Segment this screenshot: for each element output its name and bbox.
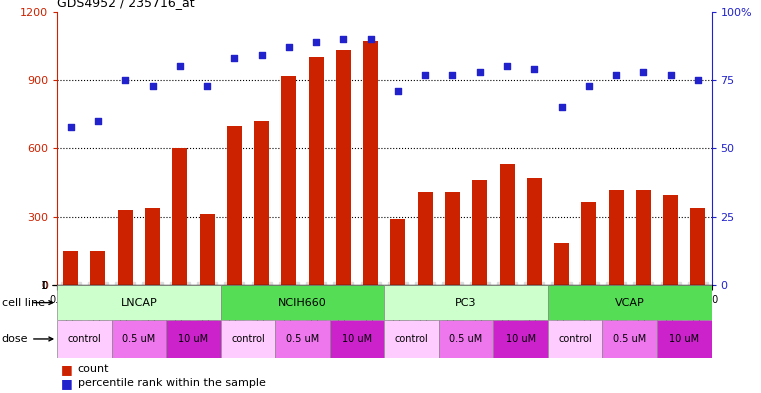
- Bar: [221, 285, 384, 320]
- Point: [637, 69, 649, 75]
- Bar: [603, 320, 657, 358]
- Point: [337, 36, 349, 42]
- Bar: [609, 191, 623, 285]
- Text: PC3: PC3: [455, 298, 477, 308]
- Text: VCAP: VCAP: [615, 298, 645, 308]
- Bar: [275, 320, 330, 358]
- Point: [528, 66, 540, 72]
- Bar: [581, 202, 597, 285]
- Bar: [63, 251, 78, 285]
- Point: [610, 72, 622, 78]
- Bar: [166, 320, 221, 358]
- Text: 10 uM: 10 uM: [178, 334, 209, 344]
- Bar: [663, 195, 678, 285]
- Point: [692, 77, 704, 83]
- Point: [174, 63, 186, 70]
- Text: 10 uM: 10 uM: [505, 334, 536, 344]
- Text: 10 uM: 10 uM: [669, 334, 699, 344]
- Text: LNCAP: LNCAP: [120, 298, 158, 308]
- Bar: [309, 57, 323, 285]
- Text: ■: ■: [61, 376, 72, 390]
- Text: 0.5 uM: 0.5 uM: [613, 334, 646, 344]
- Bar: [390, 219, 406, 285]
- Text: ■: ■: [61, 363, 72, 376]
- Text: 0.5 uM: 0.5 uM: [286, 334, 319, 344]
- Bar: [657, 320, 712, 358]
- Bar: [548, 285, 712, 320]
- Point: [419, 72, 431, 78]
- Text: control: control: [231, 334, 265, 344]
- Point: [556, 104, 568, 110]
- Point: [447, 72, 459, 78]
- Bar: [690, 208, 705, 285]
- Bar: [473, 180, 487, 285]
- Bar: [548, 320, 603, 358]
- Point: [392, 88, 404, 94]
- Bar: [418, 192, 433, 285]
- Bar: [254, 121, 269, 285]
- Bar: [118, 210, 132, 285]
- Bar: [91, 251, 106, 285]
- Point: [583, 83, 595, 89]
- Point: [283, 44, 295, 50]
- Point: [310, 39, 322, 45]
- Text: control: control: [395, 334, 428, 344]
- Point: [65, 123, 77, 130]
- Text: percentile rank within the sample: percentile rank within the sample: [78, 378, 266, 388]
- Bar: [112, 320, 166, 358]
- Point: [473, 69, 486, 75]
- Bar: [363, 41, 378, 285]
- Point: [365, 36, 377, 42]
- Text: NCIH660: NCIH660: [278, 298, 327, 308]
- Point: [664, 72, 677, 78]
- Bar: [336, 50, 351, 285]
- Bar: [384, 285, 548, 320]
- Text: count: count: [78, 364, 109, 375]
- Bar: [199, 214, 215, 285]
- Bar: [221, 320, 275, 358]
- Bar: [499, 164, 514, 285]
- Bar: [330, 320, 384, 358]
- Bar: [636, 191, 651, 285]
- Point: [256, 52, 268, 59]
- Bar: [282, 75, 296, 285]
- Point: [146, 83, 158, 89]
- Bar: [172, 148, 187, 285]
- Point: [501, 63, 513, 70]
- Text: control: control: [559, 334, 592, 344]
- Bar: [145, 208, 160, 285]
- Point: [201, 83, 213, 89]
- Bar: [439, 320, 493, 358]
- Text: 0.5 uM: 0.5 uM: [450, 334, 482, 344]
- Bar: [493, 320, 548, 358]
- Point: [92, 118, 104, 124]
- Bar: [527, 178, 542, 285]
- Text: dose: dose: [2, 334, 28, 344]
- Bar: [384, 320, 439, 358]
- Bar: [57, 320, 112, 358]
- Text: 10 uM: 10 uM: [342, 334, 372, 344]
- Point: [119, 77, 132, 83]
- Bar: [445, 192, 460, 285]
- Bar: [57, 285, 221, 320]
- Text: control: control: [68, 334, 101, 344]
- Bar: [554, 243, 569, 285]
- Text: GDS4952 / 235716_at: GDS4952 / 235716_at: [57, 0, 195, 9]
- Text: cell line: cell line: [2, 298, 45, 308]
- Text: 0.5 uM: 0.5 uM: [123, 334, 155, 344]
- Bar: [227, 126, 242, 285]
- Point: [228, 55, 240, 61]
